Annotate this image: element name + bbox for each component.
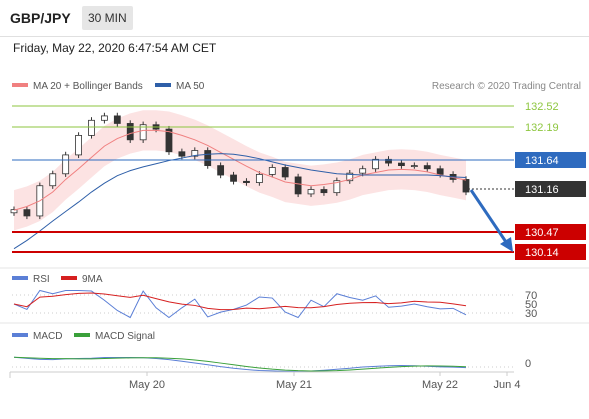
candle-body xyxy=(10,209,18,214)
ma50-line xyxy=(13,153,467,250)
candle-body xyxy=(88,119,95,136)
macd-signal-legend-label: MACD Signal xyxy=(95,331,155,342)
resistance-2-label: 132.52 xyxy=(525,101,559,113)
header-divider xyxy=(0,36,589,37)
candle-body xyxy=(178,151,186,157)
candle-body xyxy=(217,165,225,176)
credit-text: Research © 2020 Trading Central xyxy=(432,81,581,92)
bollinger-band xyxy=(14,110,466,231)
header-bar: GBP/JPY 30 MIN xyxy=(0,0,589,36)
price-panel xyxy=(10,105,514,253)
rsi-legend-swatch xyxy=(12,276,28,280)
resistance-1-label: 132.19 xyxy=(525,122,559,134)
support-2-label: 130.14 xyxy=(525,247,559,259)
macd-line xyxy=(13,356,467,372)
x-label-jun4: Jun 4 xyxy=(494,379,521,391)
candle-body xyxy=(333,180,341,194)
rsi-tick-30: 30 xyxy=(525,308,537,320)
current-price-label: 131.16 xyxy=(525,184,559,196)
macd-signal-legend-swatch xyxy=(74,333,90,337)
candle-body xyxy=(268,167,276,175)
candle-body xyxy=(294,176,302,195)
x-label-may21: May 21 xyxy=(276,379,312,391)
candle-body xyxy=(307,189,315,195)
x-label-may20: May 20 xyxy=(129,379,165,391)
ma20-line xyxy=(13,129,467,211)
candle-body xyxy=(62,154,70,175)
ma50-legend-label: MA 50 xyxy=(176,81,205,92)
candle-body xyxy=(346,172,354,182)
candle-body xyxy=(230,174,237,182)
rsi-ma-legend-swatch xyxy=(61,276,77,280)
candle-body xyxy=(320,189,328,194)
rsi-tick-50: 50 xyxy=(525,299,537,311)
candle-body xyxy=(281,167,289,178)
candle-body xyxy=(113,115,121,124)
ma50-legend-swatch xyxy=(155,83,171,87)
rsi-ma-line xyxy=(13,292,467,311)
support-1-label: 130.47 xyxy=(525,227,559,239)
candle-body xyxy=(101,115,108,121)
candle-body xyxy=(359,168,367,174)
candle-body xyxy=(423,165,431,170)
chart-datetime: Friday, May 22, 2020 6:47:54 AM CET xyxy=(13,41,217,55)
support-2-box xyxy=(515,244,586,260)
candle-body xyxy=(126,123,134,141)
pivot-label: 131.64 xyxy=(525,155,559,167)
bollinger-legend-label: MA 20 + Bollinger Bands xyxy=(33,81,143,92)
candle-body xyxy=(139,124,147,141)
candle-body xyxy=(462,179,470,193)
rsi-legend-label: RSI xyxy=(33,274,50,285)
forecast-arrow xyxy=(469,189,508,243)
rsi-ma-legend-label: 9MA xyxy=(82,274,103,285)
candle-body xyxy=(372,158,380,170)
macd-signal-line xyxy=(13,356,467,372)
forecast-arrow-head xyxy=(500,237,513,252)
macd-legend-label: MACD xyxy=(33,331,62,342)
currency-pair: GBP/JPY xyxy=(10,10,71,26)
candle-body xyxy=(165,128,173,153)
candle-body xyxy=(436,168,444,175)
rsi-line xyxy=(13,289,467,319)
current-price-box xyxy=(515,181,586,197)
candle-body xyxy=(191,150,199,157)
candle-body xyxy=(49,173,57,187)
macd-tick-zero: 0 xyxy=(525,358,531,370)
candle-body xyxy=(255,174,263,183)
bollinger-legend-swatch xyxy=(12,83,28,87)
rsi-tick-70: 70 xyxy=(525,290,537,302)
timeframe-button[interactable]: 30 MIN xyxy=(82,6,133,30)
pivot-label-box xyxy=(515,152,586,168)
support-1-box xyxy=(515,224,586,240)
candle-body xyxy=(204,150,212,167)
candle-body xyxy=(75,135,82,156)
x-label-may22: May 22 xyxy=(422,379,458,391)
macd-legend-swatch xyxy=(12,333,28,337)
candle-body xyxy=(243,180,250,183)
candle-body xyxy=(398,162,405,167)
candle-body xyxy=(410,165,418,168)
candle-body xyxy=(23,209,31,217)
candle-body xyxy=(385,158,392,164)
